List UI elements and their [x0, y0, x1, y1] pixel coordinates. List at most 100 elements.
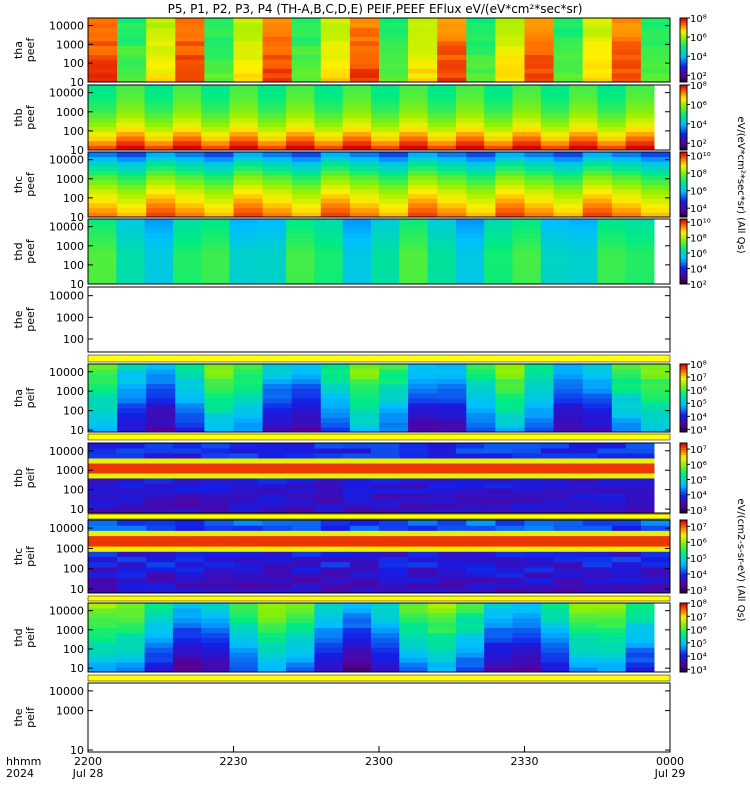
heatmap-cell: [597, 642, 627, 648]
heatmap-cell: [117, 36, 147, 42]
heatmap-cell: [611, 364, 642, 370]
colorbar-segment: [680, 28, 687, 32]
heatmap-cell: [320, 36, 351, 42]
heatmap-cell: [455, 223, 485, 229]
heatmap-cell: [455, 103, 485, 109]
heatmap-cell: [427, 246, 457, 252]
heatmap-cell: [88, 98, 117, 104]
heatmap-cell: [512, 503, 542, 509]
heatmap-cell: [455, 242, 485, 248]
heatmap-thd_peef: [88, 219, 655, 285]
heatmap-cell: [201, 279, 230, 285]
heatmap-cell: [257, 622, 287, 629]
heatmap-cell: [88, 622, 117, 629]
heatmap-cell: [291, 393, 322, 399]
heatmap-cell: [597, 270, 627, 276]
heatmap-cell: [342, 473, 372, 479]
heatmap-cell: [88, 498, 117, 504]
heatmap-cell: [495, 40, 525, 46]
heatmap-cell: [640, 535, 671, 542]
heatmap-cell: [437, 530, 467, 537]
heatmap-cell: [611, 77, 642, 83]
heatmap-cell: [175, 577, 205, 584]
heatmap-cell: [437, 59, 467, 65]
heatmap-cell: [399, 632, 429, 638]
heatmap-cell: [204, 566, 234, 573]
heatmap-cell: [427, 617, 457, 624]
heatmap-cell: [597, 260, 627, 266]
heatmap-cell: [257, 223, 287, 229]
heatmap-cell: [437, 40, 467, 46]
heatmap-cell: [512, 265, 542, 271]
heatmap-cell: [286, 503, 315, 509]
colorbar-segment: [680, 193, 687, 196]
heatmap-cell: [204, 161, 234, 167]
colorbar-segment: [680, 639, 687, 643]
heatmap-cell: [349, 566, 380, 573]
heatmap-cell: [640, 54, 671, 60]
heatmap-cell: [172, 265, 202, 271]
heatmap-cell: [201, 145, 230, 151]
heatmap-cell: [371, 265, 400, 271]
heatmap-cell: [286, 274, 315, 280]
heatmap-cell: [257, 140, 287, 146]
heatmap-cell: [257, 242, 287, 248]
heatmap-cell: [466, 398, 496, 404]
heatmap-cell: [582, 22, 613, 28]
heatmap-cell: [172, 662, 202, 668]
heatmap-cell: [379, 551, 409, 557]
heatmap-cell: [466, 31, 496, 37]
heatmap-cell: [291, 373, 322, 380]
colorbar-segment: [680, 635, 687, 638]
heatmap-cell: [146, 540, 176, 547]
heatmap-cell: [88, 59, 118, 65]
heatmap-cell: [286, 270, 315, 276]
heatmap-cell: [437, 393, 467, 399]
heatmap-cell: [495, 72, 525, 78]
heatmap-cell: [512, 98, 542, 104]
heatmap-cell: [455, 632, 485, 638]
heatmap-cell: [582, 36, 613, 42]
colorbar-segment: [680, 524, 687, 528]
heatmap-cell: [201, 478, 230, 484]
heatmap-cell: [314, 85, 344, 91]
heatmap-cell: [553, 165, 584, 171]
heatmap-cell: [625, 126, 655, 132]
heatmap-cell: [262, 50, 293, 56]
heatmap-cell: [553, 412, 584, 418]
colorbar-segment: [680, 665, 687, 668]
heatmap-cell: [291, 368, 322, 375]
heatmap-cell: [427, 140, 457, 146]
heatmap-cell: [144, 94, 174, 100]
heatmap-cell: [625, 503, 655, 509]
heatmap-cell: [582, 402, 613, 409]
heatmap-cell: [399, 85, 429, 91]
heatmap-cell: [484, 256, 513, 262]
heatmap-cell: [342, 140, 372, 146]
heatmap-cell: [229, 667, 259, 673]
heatmap-cell: [427, 652, 457, 658]
heatmap-cell: [625, 453, 655, 459]
heatmap-cell: [582, 212, 613, 218]
heatmap-cell: [146, 198, 176, 204]
heatmap-cell: [88, 393, 118, 399]
panel-frame: [87, 602, 671, 673]
colorbar-segment: [680, 468, 687, 472]
heatmap-cell: [233, 566, 264, 573]
heatmap-cell: [201, 85, 230, 91]
heatmap-cell: [512, 637, 542, 643]
heatmap-cell: [88, 662, 117, 668]
heatmap-cell: [524, 364, 555, 370]
heatmap-cell: [204, 22, 234, 28]
heatmap-cell: [88, 156, 118, 162]
x-tick-label: 2200: [74, 755, 102, 768]
heatmap-cell: [427, 473, 457, 479]
heatmap-cell: [342, 131, 372, 137]
colorbar-segment: [680, 134, 687, 138]
heatmap-cell: [146, 31, 176, 37]
colorbar-segment: [680, 253, 687, 257]
heatmap-cell: [144, 140, 174, 146]
heatmap-cell: [484, 112, 513, 118]
heatmap-cell: [229, 642, 259, 648]
y-tick-label: 1000: [56, 705, 84, 718]
